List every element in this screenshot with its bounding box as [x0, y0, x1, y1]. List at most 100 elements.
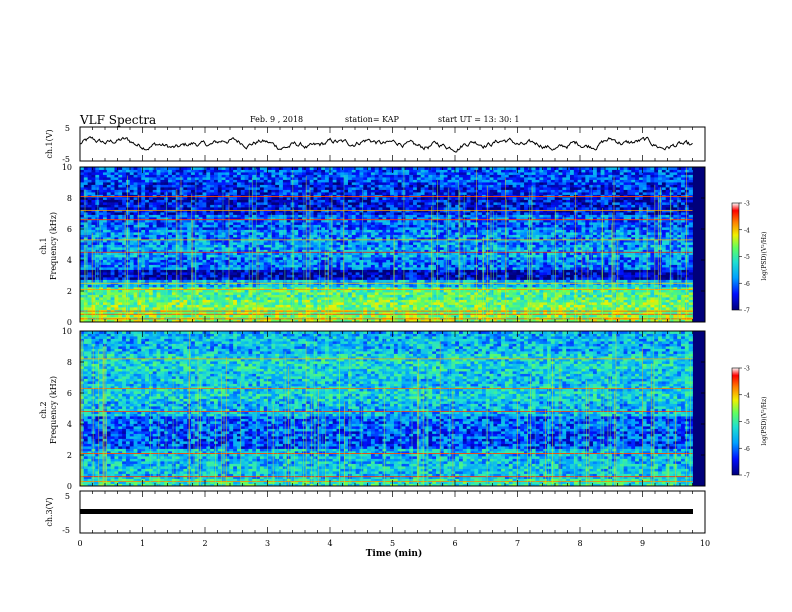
spectrogram-cell [466, 262, 471, 265]
spectrogram-cell [148, 262, 154, 265]
spectrogram-cell [684, 267, 690, 270]
spectrogram-cell [466, 297, 471, 300]
spectrogram-cell [619, 319, 624, 322]
spectrogram-cell [654, 289, 659, 293]
spectrogram-cell [83, 319, 89, 322]
spectrogram-cell [462, 272, 468, 275]
spectrogram-cell [493, 277, 498, 280]
spectrogram-cell [650, 314, 655, 318]
spectrogram-cell [183, 262, 188, 265]
spectrogram-cell [118, 269, 123, 273]
spectrogram-cell [481, 304, 487, 308]
spectrogram-cell [87, 317, 92, 320]
spectrogram-cell [650, 292, 655, 295]
spectrogram-cell [187, 284, 192, 288]
spectrogram-cell [535, 299, 540, 303]
spectrogram-cell [367, 277, 372, 280]
spectrogram-cell [244, 287, 249, 290]
spectrogram-cell [359, 254, 364, 258]
spectrogram-cell [566, 244, 571, 248]
spectrogram-cell [447, 254, 452, 258]
spectrogram-cell [512, 277, 517, 280]
spectrogram-cell [83, 247, 89, 250]
spectrogram-cell [191, 299, 196, 303]
spectrogram-cell [405, 292, 410, 295]
spectrogram-cell [137, 279, 142, 283]
spectrogram-cell [493, 259, 498, 263]
spectrogram-cell [470, 299, 475, 303]
spectrogram-cell [413, 277, 418, 280]
spectrogram-cell [259, 264, 265, 268]
spectrogram-cell [263, 257, 268, 260]
spectrogram-cell [673, 262, 678, 265]
spectrogram-cell [458, 319, 464, 322]
spectrogram-cell [447, 247, 452, 250]
spectrogram-cell [248, 317, 253, 320]
spectrogram-cell [168, 244, 173, 248]
spectrogram-cell [665, 279, 670, 283]
spectrogram-cell [650, 249, 655, 253]
spectrogram-cell [125, 242, 131, 245]
spectrogram-cell [688, 304, 693, 308]
spectrogram-cell [133, 254, 138, 258]
spectrogram-cell [554, 319, 559, 322]
spectrogram-cell [604, 304, 609, 308]
spectrogram-cell [562, 289, 567, 293]
spectrogram-cell [416, 254, 422, 258]
spectrogram-cell [125, 247, 131, 250]
spectrogram-cell [405, 279, 410, 283]
spectrogram-cell [114, 289, 119, 293]
spectrogram-cell [608, 269, 613, 273]
spectrogram-cell [370, 287, 376, 290]
spectrogram-cell [328, 267, 334, 270]
spectrogram-cell [661, 294, 667, 298]
spectrogram-cell [175, 289, 180, 293]
spectrogram-cell [501, 307, 506, 310]
spectrogram-cell [156, 252, 161, 255]
spectrogram-cell [512, 302, 517, 305]
spectrogram-cell [191, 279, 196, 283]
spectrogram-cell [359, 299, 364, 303]
spectrogram-cell [646, 302, 651, 305]
spectrogram-cell [332, 279, 337, 283]
spectrogram-cell [125, 249, 131, 253]
spectrogram-cell [217, 269, 223, 273]
spectrogram-cell [604, 297, 609, 300]
spectrogram-cell [531, 317, 536, 320]
spectrogram-cell [619, 262, 624, 265]
spectrogram-cell [91, 287, 96, 290]
spectrogram-cell [512, 254, 517, 258]
spectrogram-cell [436, 297, 441, 300]
spectrogram-cell [194, 274, 200, 278]
spectrogram-cell [390, 269, 395, 273]
spectrogram-cell [554, 304, 559, 308]
spectrogram-cell [539, 287, 544, 290]
spectrogram-cell [455, 289, 460, 293]
spectrogram-cell [436, 262, 441, 265]
spectrogram-cell [355, 299, 360, 303]
spectrogram-cell [623, 287, 628, 290]
spectrogram-cell [225, 277, 230, 280]
spectrogram-cell [673, 252, 678, 255]
spectrogram-cell [171, 284, 177, 288]
spectrogram-cell [432, 249, 437, 253]
spectrogram-cell [604, 299, 609, 303]
spectrogram-cell [106, 317, 112, 320]
spectrogram-cell [133, 272, 138, 275]
spectrogram-cell [240, 289, 246, 293]
spectrogram-cell [654, 262, 659, 265]
spectrogram-cell [481, 302, 487, 305]
spectrogram-cell [447, 297, 452, 300]
spectrogram-cell [478, 289, 483, 293]
spectrogram-cell [619, 267, 624, 270]
spectrogram-cell [206, 274, 211, 278]
spectrogram-cell [516, 287, 521, 290]
spectrogram-cell [99, 274, 104, 278]
spectrogram-cell [236, 287, 242, 290]
spectrogram-cell [344, 259, 349, 263]
spectrogram-cell [428, 304, 433, 308]
spectrogram-cell [129, 307, 134, 310]
spectrogram-cell [677, 257, 682, 260]
spectrogram-cell [642, 269, 647, 273]
spectrogram-cell [493, 314, 498, 318]
